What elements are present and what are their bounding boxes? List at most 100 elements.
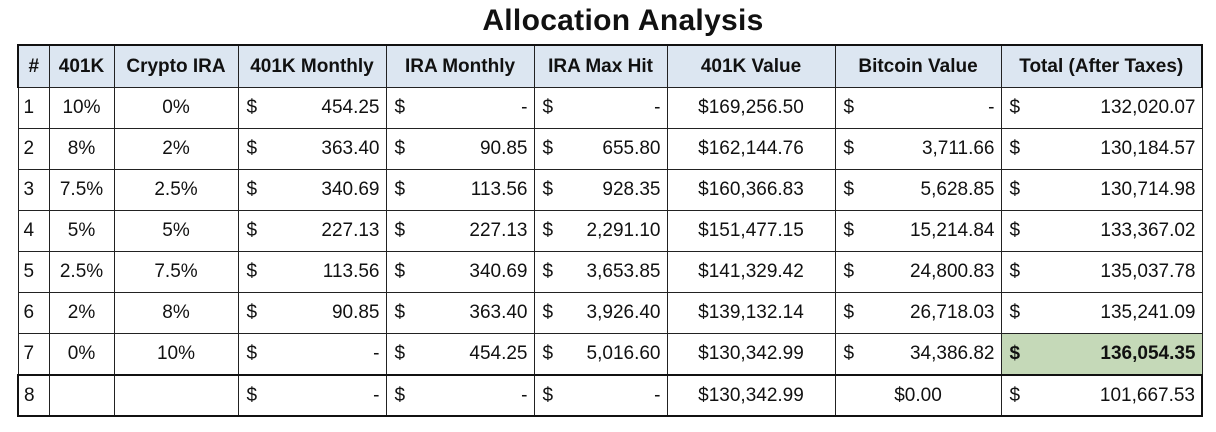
table-row: 7 0% 10% $ - $454.25 $5,016.60 $130,342.99 $34,3… [17, 333, 1203, 376]
money-cell: $24,800.83 [834, 251, 1002, 293]
money-cell: $3,711.66 [834, 128, 1002, 170]
currency-symbol: $ [394, 179, 406, 200]
currency-symbol: $ [1009, 220, 1021, 241]
header-cell-total-after-taxes: Total (After Taxes) [1000, 44, 1203, 88]
money-cell: $363.40 [385, 292, 535, 334]
amount: - [654, 384, 661, 406]
amount: 130,714.98 [1100, 179, 1196, 200]
currency-symbol: $ [542, 302, 554, 323]
currency-symbol: $ [843, 179, 855, 200]
amount: 363.40 [321, 138, 380, 159]
money-cell: $928.35 [533, 169, 668, 211]
currency-symbol: $ [394, 97, 406, 118]
amount: 135,241.09 [1100, 302, 1196, 323]
allocation-table: # 401K Crypto IRA 401K Monthly IRA Month… [17, 44, 1203, 417]
money-cell: $ - [385, 374, 535, 417]
currency-symbol: $ [542, 343, 554, 364]
header-cell-401k: 401K [48, 44, 115, 88]
amount: 90.85 [331, 302, 380, 323]
amount: 340.69 [321, 179, 380, 200]
amount: 34,386.82 [909, 343, 995, 364]
amount: 132,020.07 [1100, 97, 1196, 118]
amount: - [988, 97, 995, 118]
401k-value: $130,342.99 [666, 374, 836, 417]
currency-symbol: $ [246, 261, 258, 282]
row-number: 3 [17, 169, 50, 211]
amount: 227.13 [321, 220, 380, 241]
pct-crypto-ira: 7.5% [113, 251, 239, 293]
currency-symbol: $ [246, 343, 258, 364]
currency-symbol: $ [843, 261, 855, 282]
amount: - [654, 97, 661, 118]
row-number: 5 [17, 251, 50, 293]
currency-symbol: $ [1009, 261, 1021, 282]
pct-crypto-ira [113, 374, 239, 417]
currency-symbol: $ [542, 138, 554, 159]
401k-value: $139,132.14 [666, 292, 836, 334]
amount: 90.85 [479, 138, 528, 159]
row-number: 8 [17, 374, 50, 417]
pct-401k: 8% [48, 128, 115, 170]
money-cell: $ - [237, 333, 387, 376]
currency-symbol: $ [246, 384, 258, 406]
pct-crypto-ira: 10% [113, 333, 239, 376]
amount: 655.80 [602, 138, 661, 159]
currency-symbol: $ [394, 384, 406, 406]
amount: - [521, 97, 528, 118]
currency-symbol: $ [1009, 179, 1021, 200]
currency-symbol: $ [394, 302, 406, 323]
money-cell: $2,291.10 [533, 210, 668, 252]
amount: 3,926.40 [586, 302, 661, 323]
row-number: 1 [17, 87, 50, 129]
money-cell: $90.85 [385, 128, 535, 170]
money-cell: $34,386.82 [834, 333, 1002, 376]
money-cell: $ - [834, 87, 1002, 129]
currency-symbol: $ [1009, 302, 1021, 323]
pct-401k: 10% [48, 87, 115, 129]
amount: 363.40 [469, 302, 528, 323]
money-cell: $90.85 [237, 292, 387, 334]
money-cell: $3,926.40 [533, 292, 668, 334]
amount: 101,667.53 [1099, 384, 1195, 406]
row-number: 7 [17, 333, 50, 376]
amount: 113.56 [470, 179, 528, 200]
header-cell-401k-monthly: 401K Monthly [237, 44, 387, 88]
pct-crypto-ira: 0% [113, 87, 239, 129]
amount: 5,016.60 [586, 343, 661, 364]
money-cell: $15,214.84 [834, 210, 1002, 252]
amount: 928.35 [602, 179, 661, 200]
page-title: Allocation Analysis [482, 4, 764, 37]
currency-symbol: $ [394, 261, 406, 282]
amount: 24,800.83 [909, 261, 995, 282]
pct-crypto-ira: 2.5% [113, 169, 239, 211]
table-row: 3 7.5% 2.5% $340.69 $113.56 $928.35 $160,366.8… [17, 169, 1203, 211]
pct-401k [48, 374, 115, 417]
money-cell: $135,037.78 [1000, 251, 1203, 293]
currency-symbol: $ [542, 220, 554, 241]
currency-symbol: $ [843, 302, 855, 323]
money-cell: $ - [533, 87, 668, 129]
money-cell: $340.69 [237, 169, 387, 211]
money-cell: $113.56 [237, 251, 387, 293]
money-cell: $454.25 [385, 333, 535, 376]
money-cell: $454.25 [237, 87, 387, 129]
currency-symbol: $ [394, 343, 406, 364]
table-row: 5 2.5% 7.5% $113.56 $340.69 $3,653.85 $141,329… [17, 251, 1203, 293]
amount: 3,653.85 [586, 261, 661, 282]
header-cell-bitcoin-value: Bitcoin Value [834, 44, 1002, 88]
money-cell: $ - [385, 87, 535, 129]
header-cell-index: # [17, 44, 50, 88]
header-cell-crypto-ira: Crypto IRA [113, 44, 239, 88]
table-row: 1 10% 0% $454.25 $ - $ - $169,256.50 $ - $132,020.0… [17, 87, 1203, 129]
currency-symbol: $ [542, 179, 554, 200]
currency-symbol: $ [843, 220, 855, 241]
money-cell: $ - [237, 374, 387, 417]
amount: 454.25 [321, 97, 380, 118]
401k-value: $160,366.83 [666, 169, 836, 211]
amount: 2,291.10 [586, 220, 661, 241]
row-number: 4 [17, 210, 50, 252]
money-cell: $133,367.02 [1000, 210, 1203, 252]
401k-value: $130,342.99 [666, 333, 836, 376]
currency-symbol: $ [843, 138, 855, 159]
currency-symbol: $ [1009, 384, 1021, 406]
